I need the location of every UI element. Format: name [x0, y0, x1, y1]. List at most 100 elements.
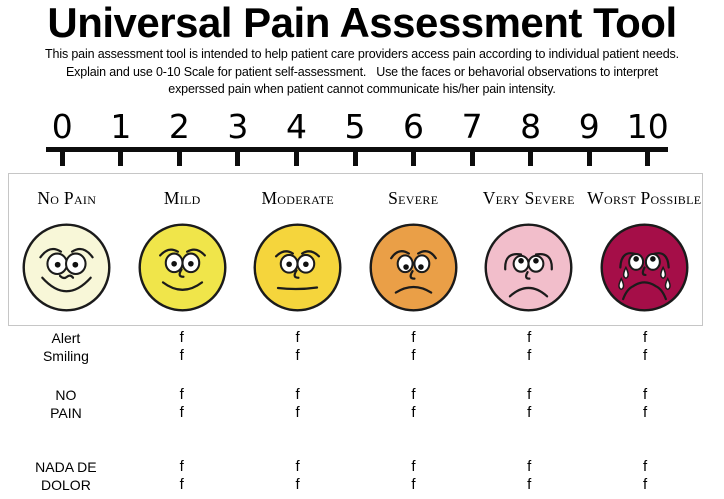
- mark-cell: f: [295, 346, 300, 364]
- mark-cell: f: [411, 403, 416, 421]
- scale-number: 1: [110, 106, 132, 146]
- pain-level-no-pain: No Pain: [9, 188, 125, 325]
- scale-tick: [118, 151, 124, 166]
- mark-cell: f: [527, 403, 532, 421]
- row-label-alert: Alert: [51, 329, 81, 346]
- scale-step-1: 1: [92, 107, 151, 166]
- frowning-face-icon: [369, 223, 458, 311]
- row-label-dolor: DOLOR: [41, 476, 91, 493]
- mark-cell: f: [642, 346, 648, 364]
- scale-step-6: 6: [384, 107, 443, 166]
- scale-number: 8: [520, 106, 542, 146]
- scale-number: 7: [461, 106, 483, 146]
- mark-cell: f: [179, 385, 184, 403]
- scale-step-7: 7: [443, 107, 502, 166]
- description: This pain assessment tool is intended to…: [0, 46, 724, 99]
- mark-cell: f: [642, 475, 648, 493]
- scale-tick: [352, 151, 358, 166]
- scale-tick: [411, 151, 417, 166]
- row-label-smiling: Smiling: [42, 347, 89, 364]
- faces-panel: No Pain Mild: [8, 172, 703, 326]
- description-line-3: experssed pain when patient cannot commu…: [168, 82, 556, 96]
- mark-cell: f: [642, 385, 648, 403]
- pain-level-very-severe: Very Severe: [471, 188, 587, 325]
- pain-level-label: Worst Possible: [587, 187, 702, 208]
- pain-scale-ruler: 0 1 2 3 4 5 6 7 8 9 10: [0, 107, 724, 171]
- pain-level-label: Severe: [388, 187, 439, 208]
- mark-cell: f: [179, 346, 184, 364]
- pain-level-label: Mild: [163, 187, 201, 208]
- mark-cell: f: [179, 475, 184, 493]
- scale-step-4: 4: [267, 107, 326, 166]
- scale-number: 6: [403, 106, 425, 146]
- observation-group-nada-de-dolor: NADA DE f f f f f DOLOR f f f f f: [8, 458, 703, 494]
- mark-cell: f: [179, 328, 184, 346]
- row-label-no: NO: [55, 386, 77, 403]
- scale-step-9: 9: [560, 107, 619, 166]
- scale-tick: [176, 151, 182, 166]
- scale-bar: [46, 146, 668, 152]
- smiling-big-face-icon: [22, 223, 111, 311]
- mark-cell: f: [527, 328, 532, 346]
- scale-tick: [469, 151, 475, 166]
- mark-cell: f: [411, 475, 416, 493]
- scale-step-8: 8: [501, 107, 560, 166]
- pain-level-label: Moderate: [261, 187, 335, 208]
- scale-tick: [59, 151, 65, 166]
- pain-level-mild: Mild: [125, 188, 241, 325]
- mark-cell: f: [295, 475, 300, 493]
- scale-number: 2: [168, 106, 190, 146]
- scale-number: 10: [626, 106, 669, 146]
- pain-level-severe: Severe: [356, 188, 472, 325]
- pain-level-moderate: Moderate: [240, 188, 356, 325]
- scale-step-5: 5: [326, 107, 385, 166]
- page-title: Universal Pain Assessment Tool: [47, 0, 677, 46]
- pain-level-worst-possible: Worst Possible: [587, 188, 703, 325]
- scale-step-0: 0: [33, 107, 92, 166]
- mark-cell: f: [527, 346, 532, 364]
- scale-tick: [293, 151, 299, 166]
- scale-tick: [235, 151, 241, 166]
- mark-cell: f: [295, 385, 300, 403]
- mark-cell: f: [527, 475, 532, 493]
- observation-group-behavior: Alert f f f f f Smiling f f f f f: [8, 329, 703, 365]
- scale-tick: [645, 151, 651, 166]
- mark-cell: f: [411, 328, 416, 346]
- mark-cell: f: [295, 457, 300, 475]
- neutral-face-icon: [253, 223, 342, 311]
- observation-table: Alert f f f f f Smiling f f f f f NO f f…: [8, 329, 703, 494]
- observation-group-no-pain: NO f f f f f PAIN f f f f f: [8, 386, 703, 422]
- description-line-1: This pain assessment tool is intended to…: [45, 47, 679, 61]
- scale-tick: [586, 151, 592, 166]
- mark-cell: f: [295, 328, 300, 346]
- crying-face-icon: [600, 223, 689, 311]
- mark-cell: f: [179, 457, 184, 475]
- scale-tick: [528, 151, 534, 166]
- mark-cell: f: [642, 403, 648, 421]
- mark-cell: f: [642, 457, 648, 475]
- pain-level-label: Very Severe: [482, 187, 575, 208]
- scale-step-2: 2: [150, 107, 209, 166]
- scale-number: 3: [227, 106, 249, 146]
- scale-step-3: 3: [209, 107, 268, 166]
- mark-cell: f: [642, 328, 648, 346]
- smiling-face-icon: [138, 223, 227, 311]
- description-line-2: Explain and use 0-10 Scale for patient s…: [65, 64, 658, 79]
- sad-face-icon: [484, 223, 573, 311]
- mark-cell: f: [179, 403, 184, 421]
- scale-number: 5: [344, 106, 366, 146]
- scale-number: 4: [285, 106, 307, 146]
- pain-level-label: No Pain: [37, 187, 97, 208]
- mark-cell: f: [295, 403, 300, 421]
- scale-columns: 0 1 2 3 4 5 6 7 8 9 10: [33, 107, 677, 166]
- mark-cell: f: [527, 457, 532, 475]
- scale-number: 0: [51, 106, 73, 146]
- scale-step-10: 10: [618, 107, 677, 166]
- row-label-pain: PAIN: [50, 404, 82, 421]
- mark-cell: f: [527, 385, 532, 403]
- mark-cell: f: [411, 457, 416, 475]
- row-label-nada-de: NADA DE: [35, 458, 97, 475]
- mark-cell: f: [411, 346, 416, 364]
- mark-cell: f: [411, 385, 416, 403]
